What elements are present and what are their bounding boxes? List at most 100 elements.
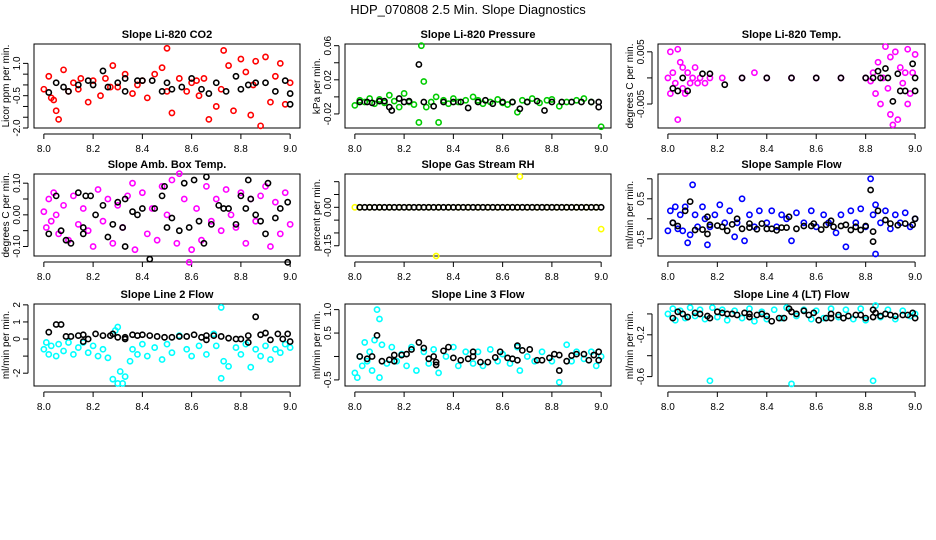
x-tick-label: 8.2 (86, 402, 100, 413)
data-point (356, 98, 364, 106)
data-point (143, 230, 151, 238)
data-point (262, 79, 269, 87)
data-point (119, 224, 127, 231)
data-point (788, 237, 795, 245)
data-point (134, 350, 141, 358)
data-point (45, 230, 53, 238)
y-tick-label: 1.0 (12, 56, 23, 70)
data-point (807, 207, 815, 215)
x-tick-label: 8.2 (397, 272, 411, 283)
x-tick-label: 8.6 (496, 272, 510, 283)
data-point (882, 43, 889, 51)
x-tick-label: 9.0 (908, 144, 922, 155)
data-point (721, 81, 729, 89)
data-point (57, 227, 65, 235)
data-point (361, 339, 369, 346)
data-point (664, 310, 672, 318)
data-point (212, 79, 220, 87)
data-point (723, 316, 731, 324)
y-axis-label: degrees C per min. (625, 43, 636, 128)
scatter-panel: Slope Gas Stream RH 8.0 8.2 8.4 8.6 8.8 9.0 -0.… (312, 159, 612, 283)
data-point (244, 81, 252, 89)
data-point (585, 356, 593, 364)
data-point (55, 115, 63, 123)
data-point (84, 98, 92, 106)
x-tick-label: 8.4 (760, 272, 774, 283)
data-point (514, 356, 521, 364)
data-point (52, 107, 60, 115)
data-point (758, 220, 766, 227)
data-point (696, 306, 704, 314)
data-point (422, 103, 430, 111)
data-point (877, 100, 884, 108)
data-point (555, 378, 563, 386)
data-point (708, 304, 716, 312)
data-point (153, 236, 161, 244)
y-axis-label: Licor ppm per min. (1, 45, 12, 128)
data-point (200, 239, 208, 247)
y-axis-label: kPa per min. (312, 58, 323, 114)
data-point (232, 224, 240, 231)
data-point (45, 89, 53, 96)
data-point (168, 109, 176, 117)
x-tick-label: 8.0 (37, 272, 51, 283)
data-point (481, 96, 489, 104)
data-point (217, 304, 225, 311)
series-black (356, 61, 603, 114)
data-point (286, 338, 294, 345)
panel-title: Slope Amb. Box Temp. (108, 159, 227, 171)
data-point (225, 362, 232, 370)
data-point (442, 353, 450, 360)
data-point (664, 227, 672, 235)
data-point (267, 336, 274, 344)
plot-frame (344, 173, 612, 257)
data-point (168, 349, 176, 357)
data-point (477, 358, 484, 366)
series-colored (351, 306, 605, 386)
data-point (674, 116, 682, 124)
data-point (390, 97, 398, 105)
data-point (74, 344, 82, 351)
data-point (738, 225, 746, 233)
data-point (457, 356, 465, 364)
data-point (595, 103, 603, 111)
data-point (109, 239, 117, 247)
data-point (232, 344, 240, 351)
data-point (704, 241, 711, 249)
data-point (92, 330, 99, 338)
data-point (222, 186, 230, 193)
data-point (909, 69, 917, 77)
x-tick-label: 9.0 (594, 144, 608, 155)
data-point (74, 81, 82, 89)
data-point (183, 87, 191, 95)
data-point (146, 255, 154, 263)
data-point (121, 195, 129, 203)
data-point (884, 84, 892, 92)
data-point (704, 213, 711, 221)
data-point (440, 347, 447, 355)
data-point (180, 195, 188, 203)
data-point (669, 305, 677, 313)
data-point (681, 207, 689, 215)
data-point (408, 343, 415, 351)
data-point (89, 81, 97, 89)
data-point (592, 362, 600, 370)
data-point (116, 368, 124, 375)
data-point (173, 239, 181, 247)
data-point (555, 351, 563, 359)
data-point (237, 85, 245, 93)
y-tick-label: -0.2 (636, 326, 647, 344)
data-point (388, 343, 396, 351)
x-tick-label: 8.8 (545, 144, 559, 155)
data-point (464, 104, 472, 112)
data-point (378, 357, 386, 365)
x-tick-label: 8.2 (397, 144, 411, 155)
data-point (830, 223, 837, 231)
data-point (568, 98, 575, 106)
x-tick-label: 8.0 (348, 402, 362, 413)
data-point (52, 211, 60, 219)
data-point (188, 75, 196, 82)
data-point (237, 350, 245, 358)
data-point (244, 176, 252, 184)
scatter-panel: Slope Li-820 Pressure 8.0 8.2 8.4 8.6 8.8 9.0 -… (312, 29, 612, 155)
